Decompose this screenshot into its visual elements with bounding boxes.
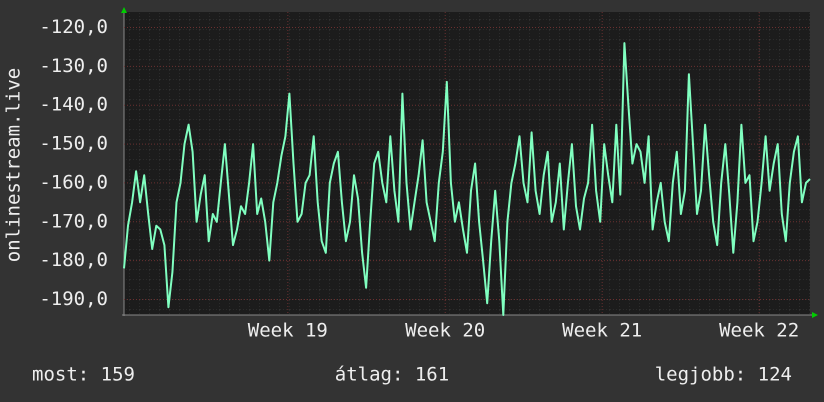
minor-grid [124,12,810,315]
x-tick-label: Week 21 [562,320,642,342]
y-tick-label: -180,0 [39,249,108,271]
x-tick-label: Week 20 [405,320,485,342]
x-tick-label: Week 19 [248,320,328,342]
axis-arrow [121,7,127,13]
y-axis-label: onlinestream.live [3,68,25,262]
data-line [123,42,811,316]
y-tick-label: -160,0 [39,171,108,193]
footer-stat: most: 159 [32,364,135,386]
footer-stat: átlag: 161 [335,364,449,386]
footer-stat: legjobb: 124 [655,364,792,386]
y-tick-label: -170,0 [39,210,108,232]
y-tick-label: -190,0 [39,288,108,310]
y-tick-label: -150,0 [39,133,108,155]
y-tick-label: -130,0 [39,55,108,77]
y-tick-label: -120,0 [39,16,108,38]
axis-arrow [812,312,818,318]
x-tick-label: Week 22 [719,320,799,342]
y-tick-label: -140,0 [39,94,108,116]
